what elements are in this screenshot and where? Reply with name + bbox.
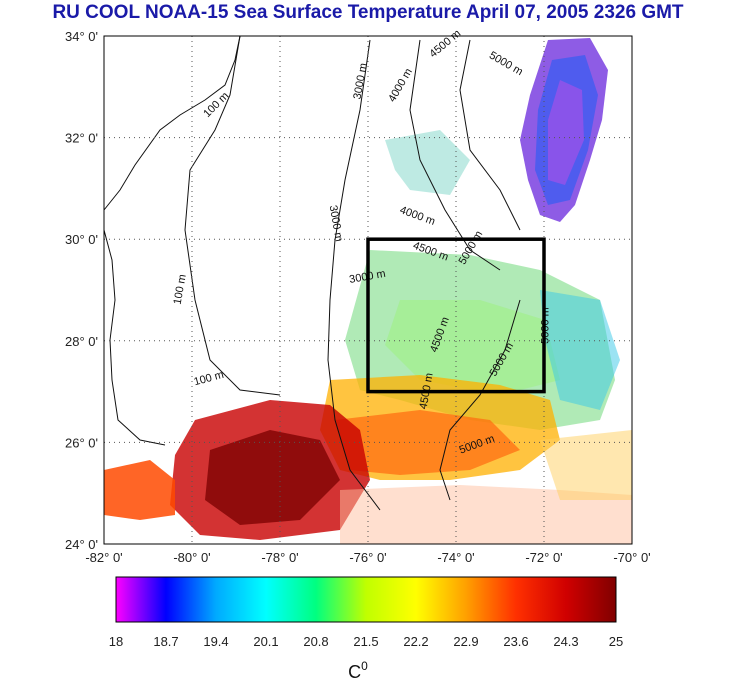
lon-tick-label: -74° 0' [437,550,474,565]
plot-frame [103,35,633,545]
coastline-outlines [104,36,521,511]
lon-tick-label: -72° 0' [525,550,562,565]
colorbar-tick-label: 22.2 [403,634,428,649]
lat-tick-label: 28° 0' [65,334,98,349]
lon-tick-label: -80° 0' [173,550,210,565]
lat-tick-label: 32° 0' [65,131,98,146]
lon-tick-label: -78° 0' [261,550,298,565]
lat-tick-label: 26° 0' [65,435,98,450]
sst-imagery [104,38,632,544]
colorbar-tick-label: 24.3 [553,634,578,649]
lat-tick-label: 34° 0' [65,29,98,44]
lon-tick-label: -82° 0' [85,550,122,565]
lat-tick-label: 24° 0' [65,537,98,552]
longitude-tick-labels: -82° 0' -80° 0' -78° 0' -76° 0' -74° 0' -72° … [85,550,650,565]
map-title: RU COOL NOAA-15 Sea Surface Temperature … [52,2,684,23]
colorbar-tick-labels: 18 18.7 19.4 20.1 20.8 21.5 22.2 22.9 23.6 24.3 25 [109,634,623,649]
contour-label: 100 m [172,273,189,305]
contour-3000m [327,39,381,511]
colorbar-tick-label: 19.4 [203,634,228,649]
colorbar-tick-label: 21.5 [353,634,378,649]
study-area-box [366,237,546,394]
coastline-path [104,229,166,446]
latitude-tick-labels: 34° 0' 32° 0' 30° 0' 28° 0' 26° 0' 24° 0' [65,29,98,552]
lon-tick-label: -76° 0' [349,550,386,565]
lon-tick-label: -70° 0' [613,550,650,565]
colorbar-unit-label: C0 [348,659,368,680]
colorbar-tick-label: 20.8 [303,634,328,649]
colorbar-tick-label: 18 [109,634,123,649]
contour-4000m [409,39,501,271]
colorbar-tick-label: 22.9 [453,634,478,649]
colorbar-tick-label: 20.1 [253,634,278,649]
lat-tick-label: 30° 0' [65,232,98,247]
colorbar-tick-label: 23.6 [503,634,528,649]
colorbar-tick-label: 18.7 [153,634,178,649]
contour-4500m [459,39,521,231]
coastline-path [104,36,241,211]
colorbar-tick-label: 25 [609,634,623,649]
contour-100m [184,36,281,396]
contour-5000m [439,299,521,501]
colorbar [115,576,617,623]
